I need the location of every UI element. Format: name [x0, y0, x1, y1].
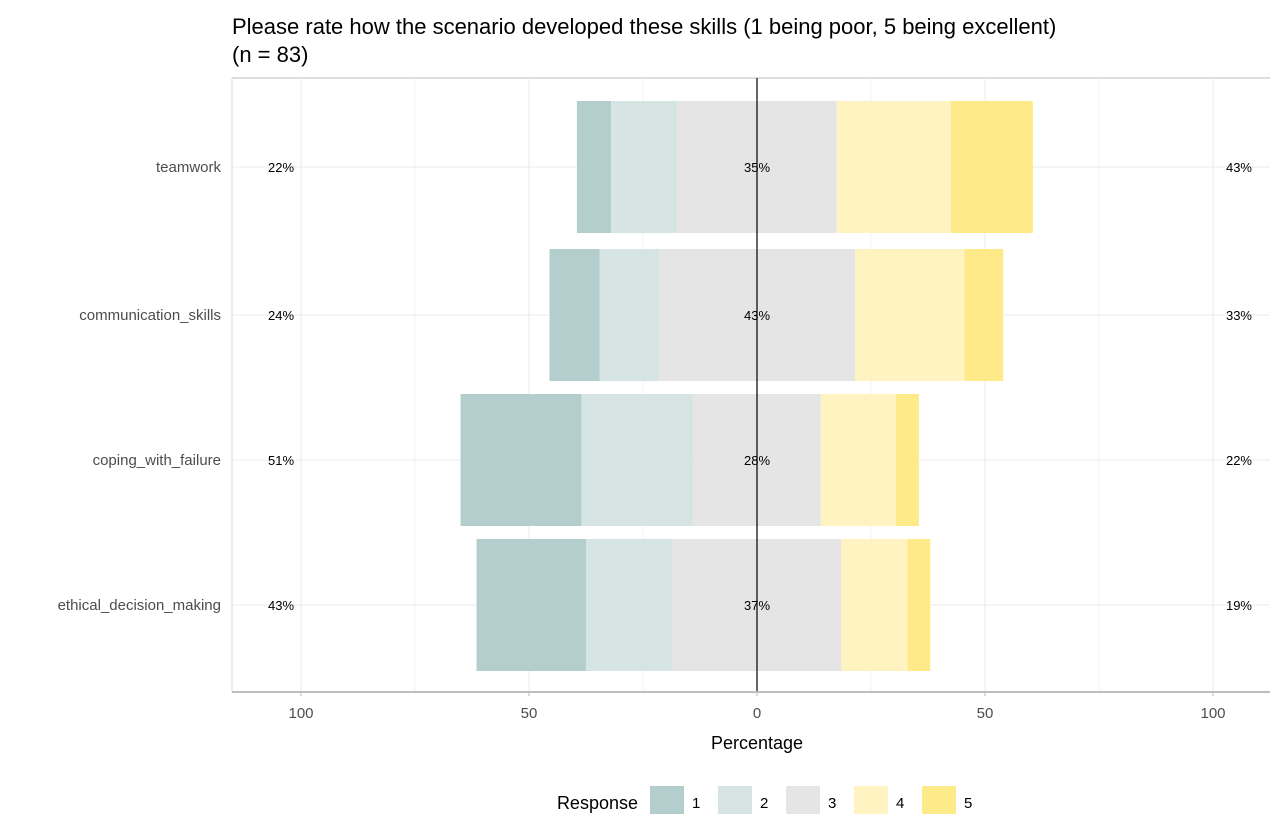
chart-title-line-2: (n = 83) [232, 42, 308, 67]
right-percent-label: 22% [1226, 453, 1252, 468]
bar-coping-with-failure-response-4 [820, 394, 897, 526]
bar-coping-with-failure-response-2 [581, 394, 694, 526]
bar-communication-skills-response-4 [855, 249, 965, 381]
left-percent-label: 43% [268, 598, 294, 613]
bar-teamwork-response-2 [611, 101, 678, 233]
legend-key-1 [650, 786, 684, 814]
bar-ethical-decision-making-response-2 [586, 539, 673, 671]
right-percent-label: 43% [1226, 160, 1252, 175]
center-percent-label: 43% [744, 308, 770, 323]
bar-teamwork-response-1 [576, 101, 612, 233]
legend-label-2: 2 [760, 795, 768, 812]
left-percent-label: 24% [268, 308, 294, 323]
bar-ethical-decision-making-response-5 [907, 539, 931, 671]
bar-communication-skills-response-5 [964, 249, 1004, 381]
bar-coping-with-failure-response-5 [896, 394, 919, 526]
right-percent-label: 19% [1226, 598, 1252, 613]
legend-key-3 [786, 786, 820, 814]
x-axis: 100 50 0 50 100 [232, 691, 1270, 722]
x-tick-label: 100 [288, 705, 313, 722]
bars [460, 101, 1033, 671]
bar-communication-skills-response-1 [549, 249, 600, 381]
bar-ethical-decision-making-response-1 [476, 539, 586, 671]
category-label: teamwork [156, 159, 222, 176]
left-percent-label: 22% [268, 160, 294, 175]
category-labels: teamwork communication_skills coping_with_… [58, 159, 222, 614]
legend: Response 1 2 3 4 5 [557, 786, 972, 814]
x-axis-title: Percentage [711, 733, 803, 753]
bar-ethical-decision-making-response-4 [841, 539, 908, 671]
x-tick-label: 50 [521, 705, 538, 722]
chart-title-line-1: Please rate how the scenario developed t… [232, 14, 1056, 39]
bar-coping-with-failure-response-1 [460, 394, 582, 526]
bar-communication-skills-response-2 [599, 249, 659, 381]
legend-label-5: 5 [964, 795, 972, 812]
x-tick-label: 100 [1200, 705, 1225, 722]
bar-teamwork-response-4 [836, 101, 951, 233]
category-label: coping_with_failure [93, 452, 221, 469]
right-percent-label: 33% [1226, 308, 1252, 323]
category-label: communication_skills [79, 307, 221, 324]
center-percent-label: 28% [744, 453, 770, 468]
legend-title: Response [557, 793, 638, 813]
center-percent-label: 37% [744, 598, 770, 613]
center-percent-label: 35% [744, 160, 770, 175]
percent-labels: 22% 35% 43% 24% 43% 33% 51% 28% 22% 43% 37% 19% [268, 160, 1252, 613]
category-label: ethical_decision_making [58, 597, 221, 614]
x-tick-label: 0 [753, 705, 761, 722]
legend-key-2 [718, 786, 752, 814]
left-percent-label: 51% [268, 453, 294, 468]
legend-label-3: 3 [828, 795, 836, 812]
legend-key-4 [854, 786, 888, 814]
legend-label-4: 4 [896, 795, 904, 812]
bar-teamwork-response-5 [950, 101, 1033, 233]
x-tick-label: 50 [977, 705, 994, 722]
legend-key-5 [922, 786, 956, 814]
legend-label-1: 1 [692, 795, 700, 812]
